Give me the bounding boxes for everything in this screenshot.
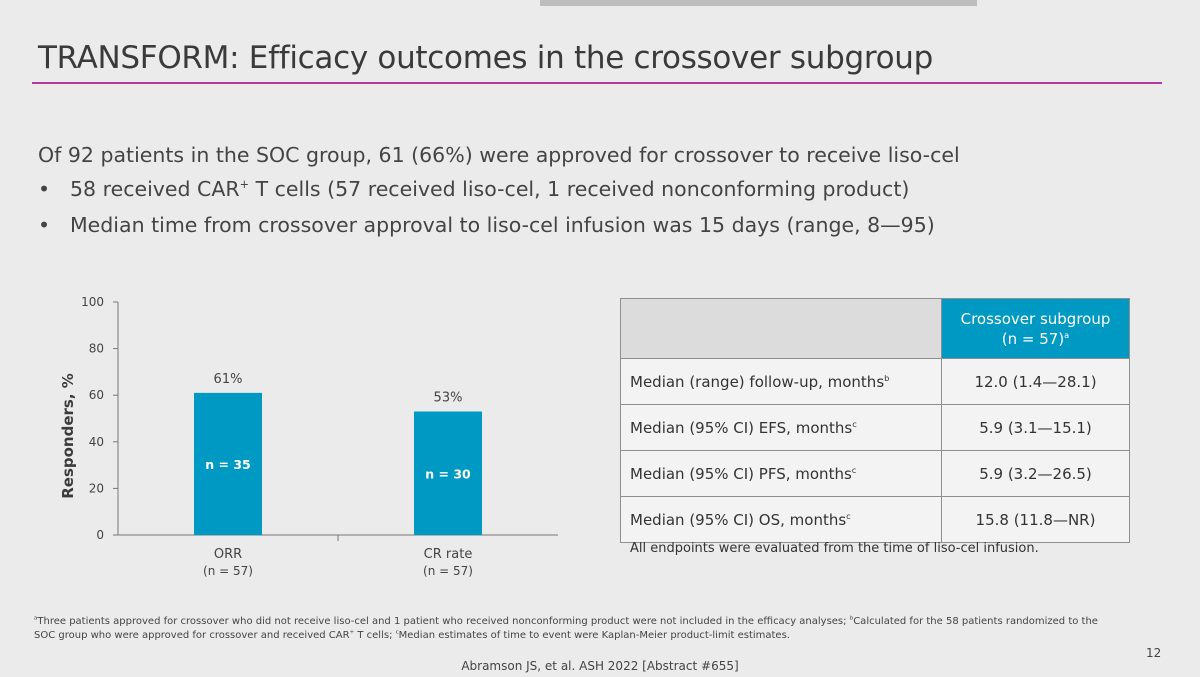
row-label-text: Median (95% CI) EFS, months <box>630 418 853 437</box>
bar <box>194 392 262 535</box>
row-label-sup: c <box>852 418 857 429</box>
table-header-blank <box>620 298 942 359</box>
footnote-marker-a: a <box>34 615 38 622</box>
header-sup: a <box>1064 329 1070 340</box>
row-value: 15.8 (11.8—NR) <box>941 496 1130 543</box>
row-label-text: Median (95% CI) OS, months <box>630 510 847 529</box>
bar <box>414 411 482 535</box>
x-category-sublabel: (n = 57) <box>203 564 253 578</box>
y-tick-label: 20 <box>89 481 104 495</box>
x-category-label: CR rate <box>424 547 473 562</box>
responders-bar-chart: 0 20 40 60 80 100 61% n = 35 ORR (n = 57) 53% n = … <box>59 295 558 578</box>
bullet-marker: • <box>38 213 51 237</box>
x-category-sublabel: (n = 57) <box>423 564 473 578</box>
bullet-item: • Median time from crossover approval to… <box>38 213 935 249</box>
bullet-superscript: + <box>239 178 250 192</box>
y-axis-label: Responders, % <box>59 373 77 499</box>
intro-text: Of 92 patients in the SOC group, 61 (66%… <box>38 143 960 167</box>
row-label: Median (95% CI) EFS, monthsc <box>620 404 942 451</box>
bullet-list: • 58 received CAR+ T cells (57 received … <box>38 177 935 249</box>
outcomes-table: Crossover subgroup (n = 57)a Median (ran… <box>620 298 1130 543</box>
top-scroll-bar <box>540 0 977 6</box>
table-header-crossover: Crossover subgroup (n = 57)a <box>941 298 1130 359</box>
slide-title: TRANSFORM: Efficacy outcomes in the cros… <box>38 40 933 76</box>
row-label: Median (range) follow-up, monthsb <box>620 358 942 405</box>
footnote-b-end: T cells; <box>354 630 396 641</box>
row-value: 5.9 (3.2—26.5) <box>941 450 1130 497</box>
footnote-marker-b: b <box>849 615 854 622</box>
page-number: 12 <box>1146 646 1162 660</box>
footnote-b: Calculated for the 58 patients randomize… <box>34 616 1098 641</box>
footnote-c: Median estimates of time to event were K… <box>398 630 790 641</box>
footnotes: aThree patients approved for crossover w… <box>34 615 1114 643</box>
bullet-text: Median time from crossover approval to l… <box>70 213 935 237</box>
table-row: Median (95% CI) PFS, monthsc 5.9 (3.2—26… <box>620 450 1130 497</box>
y-tick-label: 100 <box>81 295 104 309</box>
y-tick-label: 60 <box>89 388 104 402</box>
bullet-item: • 58 received CAR+ T cells (57 received … <box>38 177 935 213</box>
bar-n-label: n = 35 <box>205 457 250 472</box>
footnote-marker-c: c <box>395 629 399 636</box>
citation: Abramson JS, et al. ASH 2022 [Abstract #… <box>461 659 739 673</box>
row-label-text: Median (95% CI) PFS, months <box>630 464 852 483</box>
bar-n-label: n = 30 <box>425 466 471 481</box>
header-line1: Crossover subgroup <box>960 309 1111 328</box>
row-label-sup: c <box>851 464 857 475</box>
bar-value-label: 53% <box>434 391 463 406</box>
row-label: Median (95% CI) PFS, monthsc <box>620 450 942 497</box>
title-divider <box>32 82 1162 84</box>
bar-value-label: 61% <box>214 372 243 387</box>
bullet-text-end: T cells (57 received liso-cel, 1 receive… <box>249 177 910 201</box>
row-value: 5.9 (3.1—15.1) <box>941 404 1130 451</box>
row-label-text: Median (range) follow-up, months <box>630 372 885 391</box>
y-tick-label: 0 <box>96 528 104 542</box>
bullet-marker: • <box>38 177 51 201</box>
table-header-row: Crossover subgroup (n = 57)a <box>620 298 1130 359</box>
row-label-sup: c <box>846 510 851 521</box>
table-note: All endpoints were evaluated from the ti… <box>630 541 1039 556</box>
footnote-a: Three patients approved for crossover wh… <box>37 616 850 627</box>
footnote-b-sup: + <box>349 629 355 636</box>
table-row: Median (95% CI) OS, monthsc 15.8 (11.8—N… <box>620 496 1130 543</box>
bullet-text: 58 received CAR <box>70 177 240 201</box>
header-line2: (n = 57) <box>1001 329 1065 348</box>
y-tick-label: 80 <box>89 342 104 356</box>
row-value: 12.0 (1.4—28.1) <box>941 358 1130 405</box>
row-label: Median (95% CI) OS, monthsc <box>620 496 942 543</box>
x-category-label: ORR <box>214 547 242 562</box>
row-label-sup: b <box>884 372 890 383</box>
table-row: Median (95% CI) EFS, monthsc 5.9 (3.1—15… <box>620 404 1130 451</box>
table-row: Median (range) follow-up, monthsb 12.0 (… <box>620 358 1130 405</box>
y-tick-label: 40 <box>89 435 104 449</box>
